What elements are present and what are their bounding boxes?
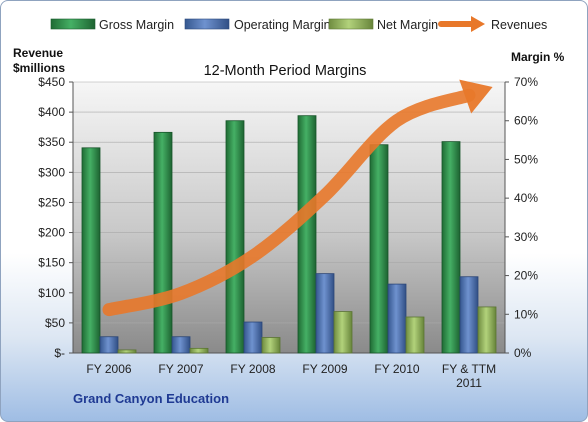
- legend-item-operating-margin: Operating Margin: [184, 18, 331, 32]
- bar-gross-margin: [153, 131, 173, 354]
- bar-operating-margin: [459, 276, 479, 354]
- revenue-series: [102, 79, 493, 317]
- category-axis: FY 2006 FY 2007 FY 2008 FY 2009 FY 2010 FY & …: [86, 362, 496, 390]
- left-axis-title-line2: $millions: [13, 61, 65, 75]
- left-tick-label: $-: [54, 346, 65, 360]
- left-tick-label: $450: [38, 75, 65, 89]
- plot-area: [73, 82, 505, 353]
- bar-operating-margin: [315, 273, 335, 354]
- right-tick-label: 20%: [514, 269, 538, 283]
- left-tick-label: $150: [38, 256, 65, 270]
- left-axis-title-line1: Revenue: [13, 46, 63, 60]
- legend-label-operating-margin: Operating Margin: [234, 18, 331, 32]
- right-tick-label: 30%: [514, 230, 538, 244]
- legend: Gross Margin Operating Margin Net Margin…: [50, 16, 547, 32]
- right-tick-label: 70%: [514, 75, 538, 89]
- category-label: FY 2009: [302, 362, 347, 376]
- right-tick-label: 0%: [514, 346, 532, 360]
- bar-operating-margin: [171, 336, 191, 354]
- company-label: Grand Canyon Education: [73, 391, 229, 406]
- legend-swatch-net-margin: [328, 18, 374, 30]
- right-tick-label: 50%: [514, 152, 538, 166]
- bar-net-margin: [117, 349, 137, 354]
- left-tick-label: $200: [38, 226, 65, 240]
- legend-item-net-margin: Net Margin: [328, 18, 438, 32]
- bar-gross-margin: [81, 147, 101, 354]
- legend-item-revenues: Revenues: [438, 16, 547, 32]
- bar-gross-margin: [441, 141, 461, 354]
- category-label: FY 2007: [158, 362, 203, 376]
- category-label: FY & TTM: [442, 362, 496, 376]
- bar-operating-margin: [243, 321, 263, 354]
- bar-net-margin: [261, 337, 281, 354]
- legend-item-gross-margin: Gross Margin: [50, 18, 174, 32]
- revenue-line: [102, 88, 476, 317]
- legend-label-net-margin: Net Margin: [377, 18, 438, 32]
- legend-label-gross-margin: Gross Margin: [99, 18, 174, 32]
- bar-operating-margin: [99, 336, 119, 354]
- legend-arrowhead-revenues: [471, 16, 485, 32]
- right-tick-label: 10%: [514, 307, 538, 321]
- legend-swatch-gross-margin: [50, 18, 96, 30]
- bar-gross-margin: [225, 120, 245, 354]
- left-tick-label: $300: [38, 165, 65, 179]
- bar-net-margin: [189, 347, 209, 354]
- category-label: FY 2006: [86, 362, 131, 376]
- legend-swatch-operating-margin: [184, 18, 230, 30]
- left-tick-label: $50: [45, 316, 65, 330]
- bars: [81, 115, 497, 354]
- bar-net-margin: [405, 316, 425, 354]
- category-label: FY 2008: [230, 362, 275, 376]
- bar-net-margin: [333, 311, 353, 354]
- bar-net-margin: [477, 306, 497, 354]
- bar-gross-margin: [369, 144, 389, 354]
- left-tick-label: $350: [38, 135, 65, 149]
- right-tick-label: 60%: [514, 114, 538, 128]
- category-label: 2011: [456, 376, 482, 390]
- left-tick-label: $400: [38, 105, 65, 119]
- right-axis-title: Margin %: [511, 50, 565, 64]
- left-tick-label: $100: [38, 286, 65, 300]
- right-axis: 0% 10% 20% 30% 40% 50% 60% 70%: [73, 75, 538, 360]
- bar-operating-margin: [387, 283, 407, 354]
- left-tick-label: $250: [38, 195, 65, 209]
- revenue-arrowhead: [459, 79, 493, 114]
- chart-title: 12-Month Period Margins: [204, 63, 367, 79]
- category-label: FY 2010: [374, 362, 419, 376]
- right-tick-label: 40%: [514, 191, 538, 205]
- legend-label-revenues: Revenues: [491, 18, 547, 32]
- bar-gross-margin: [297, 115, 317, 354]
- left-axis: $- $50 $100 $150 $200 $250 $300 $350 $400 $450: [38, 75, 74, 360]
